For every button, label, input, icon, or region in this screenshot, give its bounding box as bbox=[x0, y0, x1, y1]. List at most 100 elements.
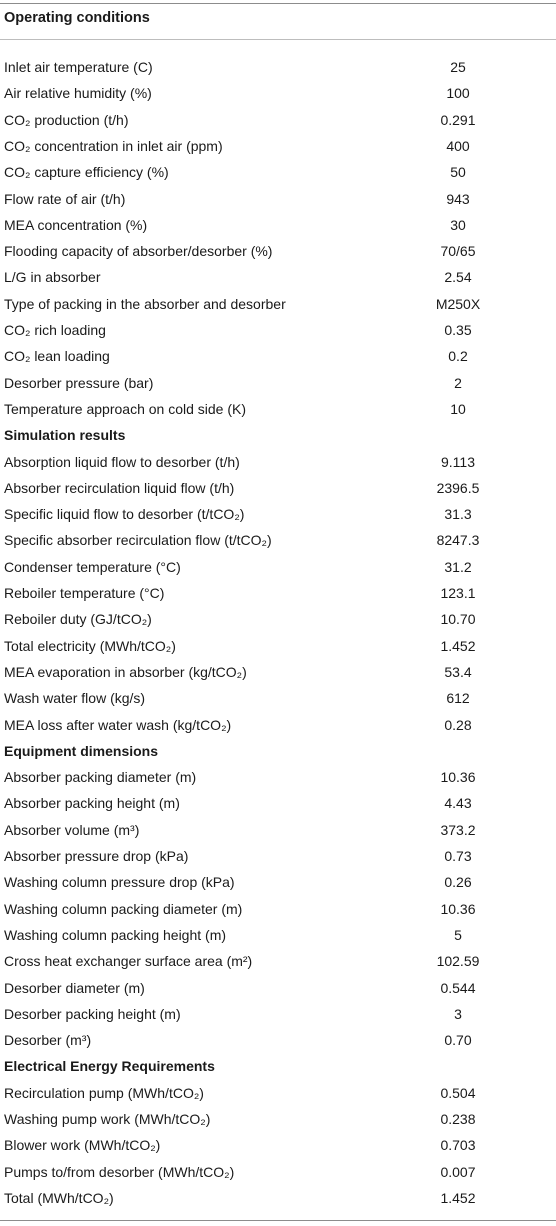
row-label: MEA concentration (%) bbox=[4, 216, 148, 233]
row-value: 9.113 bbox=[441, 453, 475, 470]
table-row: CO₂ lean loading 0.2 bbox=[0, 343, 556, 369]
row-label: Absorber volume (m³) bbox=[4, 821, 140, 838]
row-value: 2 bbox=[454, 374, 462, 391]
row-value: 31.3 bbox=[444, 506, 472, 523]
row-value: 0.291 bbox=[440, 111, 476, 128]
row-label: CO₂ concentration in inlet air (ppm) bbox=[4, 137, 223, 154]
table-row: Desorber packing height (m) 3 bbox=[0, 1001, 556, 1027]
row-label: CO₂ rich loading bbox=[4, 322, 106, 338]
row-value: 0.2 bbox=[448, 348, 468, 365]
row-label: Absorber pressure drop (kPa) bbox=[4, 848, 189, 864]
row-value: 0.28 bbox=[444, 716, 472, 733]
row-label: Washing column pressure drop (kPa) bbox=[4, 874, 235, 891]
row-value: 400 bbox=[446, 137, 470, 154]
row-label: Inlet air temperature (C) bbox=[4, 59, 153, 75]
row-value: 0.238 bbox=[440, 1111, 476, 1127]
row-label: Recirculation pump (MWh/tCO₂) bbox=[4, 1084, 204, 1101]
table-row: Temperature approach on cold side (K) 10 bbox=[0, 396, 556, 422]
row-label: Washing column packing height (m) bbox=[4, 926, 227, 943]
row-value: 100 bbox=[446, 85, 470, 102]
table-row: Total (MWh/tCO₂) 1.452 bbox=[0, 1185, 556, 1211]
table-heading: Operating conditions bbox=[4, 10, 150, 26]
row-value: 0.26 bbox=[444, 874, 472, 891]
table-row: Total electricity (MWh/tCO₂) 1.452 bbox=[0, 633, 556, 659]
table-row: Type of packing in the absorber and deso… bbox=[0, 291, 556, 317]
table-row: CO₂ concentration in inlet air (ppm) 400 bbox=[0, 133, 556, 159]
section-header-row: Electrical Energy Requirements bbox=[0, 1053, 556, 1079]
row-value: 3 bbox=[454, 1005, 462, 1022]
row-label: Air relative humidity (%) bbox=[4, 85, 152, 102]
row-label: Type of packing in the absorber and deso… bbox=[4, 295, 286, 312]
row-value: 25 bbox=[450, 59, 466, 75]
row-label: Specific absorber recirculation flow (t/… bbox=[4, 532, 272, 549]
row-label: Absorber packing height (m) bbox=[4, 795, 180, 812]
section-header-row: Simulation results bbox=[0, 422, 556, 448]
row-value: 0.007 bbox=[440, 1163, 476, 1180]
table-row: Wash water flow (kg/s) 612 bbox=[0, 685, 556, 711]
row-value: 1.452 bbox=[440, 637, 476, 654]
row-label: MEA evaporation in absorber (kg/tCO₂) bbox=[4, 663, 247, 680]
table-row: CO₂ rich loading 0.35 bbox=[0, 317, 556, 343]
row-value: 5 bbox=[454, 926, 462, 943]
row-label: Condenser temperature (°C) bbox=[4, 558, 181, 575]
row-value: 0.70 bbox=[444, 1032, 472, 1049]
row-value: 373.2 bbox=[440, 821, 476, 838]
row-value: 0.544 bbox=[440, 979, 476, 996]
table-row: Washing column pressure drop (kPa) 0.26 bbox=[0, 869, 556, 895]
row-label: L/G in absorber bbox=[4, 269, 101, 286]
row-label: Washing pump work (MWh/tCO₂) bbox=[4, 1111, 211, 1127]
header-rule bbox=[0, 39, 556, 40]
row-label: Total (MWh/tCO₂) bbox=[4, 1189, 114, 1206]
row-label: Blower work (MWh/tCO₂) bbox=[4, 1137, 161, 1154]
table-row: MEA concentration (%) 30 bbox=[0, 212, 556, 238]
row-value: 10.70 bbox=[440, 611, 476, 628]
section-title: Simulation results bbox=[4, 427, 126, 444]
row-value: 0.35 bbox=[444, 322, 472, 338]
row-label: Reboiler temperature (°C) bbox=[4, 585, 165, 601]
row-label: Desorber packing height (m) bbox=[4, 1005, 181, 1022]
row-label: Specific liquid flow to desorber (t/tCO₂… bbox=[4, 506, 245, 523]
table-row: Absorber packing height (m) 4.43 bbox=[0, 790, 556, 816]
row-label: Reboiler duty (GJ/tCO₂) bbox=[4, 611, 152, 628]
table-row: Reboiler duty (GJ/tCO₂) 10.70 bbox=[0, 606, 556, 632]
row-label: Absorber recirculation liquid flow (t/h) bbox=[4, 479, 235, 496]
table-row: Reboiler temperature (°C) 123.1 bbox=[0, 580, 556, 606]
row-label: Temperature approach on cold side (K) bbox=[4, 400, 247, 417]
row-value: 1.452 bbox=[440, 1189, 476, 1206]
row-label: CO₂ capture efficiency (%) bbox=[4, 164, 169, 181]
row-value: 612 bbox=[446, 690, 470, 707]
row-value: 0.504 bbox=[440, 1084, 476, 1101]
row-value: 31.2 bbox=[444, 558, 472, 575]
row-label: Cross heat exchanger surface area (m²) bbox=[4, 953, 253, 970]
table-row: Air relative humidity (%) 100 bbox=[0, 80, 556, 106]
row-value: 70/65 bbox=[440, 243, 476, 260]
table-row: Flooding capacity of absorber/desorber (… bbox=[0, 238, 556, 264]
row-value: 123.1 bbox=[440, 585, 476, 601]
row-value: 0.73 bbox=[444, 848, 472, 864]
section-title: Electrical Energy Requirements bbox=[4, 1058, 215, 1075]
row-label: Total electricity (MWh/tCO₂) bbox=[4, 637, 176, 654]
row-label: Absorption liquid flow to desorber (t/h) bbox=[4, 453, 240, 470]
table-row: Cross heat exchanger surface area (m²) 10… bbox=[0, 948, 556, 974]
table-row: Absorber recirculation liquid flow (t/h)… bbox=[0, 475, 556, 501]
row-value: 2396.5 bbox=[436, 479, 480, 496]
row-value: 50 bbox=[450, 164, 466, 181]
row-label: Desorber (m³) bbox=[4, 1032, 92, 1049]
table-row: Absorber pressure drop (kPa) 0.73 bbox=[0, 843, 556, 869]
row-label: Pumps to/from desorber (MWh/tCO₂) bbox=[4, 1163, 235, 1180]
table-row: Washing column packing height (m) 5 bbox=[0, 922, 556, 948]
row-label: Wash water flow (kg/s) bbox=[4, 690, 146, 707]
row-label: Desorber pressure (bar) bbox=[4, 374, 154, 391]
table-top-rule bbox=[0, 3, 556, 4]
table-row: Inlet air temperature (C) 25 bbox=[0, 54, 556, 80]
row-value: M250X bbox=[435, 295, 481, 312]
table-row: Specific absorber recirculation flow (t/… bbox=[0, 527, 556, 553]
row-value: 4.43 bbox=[444, 795, 472, 812]
row-label: Flow rate of air (t/h) bbox=[4, 190, 126, 207]
table-row: Washing column packing diameter (m) 10.36 bbox=[0, 896, 556, 922]
row-label: CO₂ production (t/h) bbox=[4, 111, 129, 128]
section-title: Equipment dimensions bbox=[4, 742, 159, 759]
table-row: L/G in absorber 2.54 bbox=[0, 264, 556, 290]
table-row: Recirculation pump (MWh/tCO₂) 0.504 bbox=[0, 1080, 556, 1106]
